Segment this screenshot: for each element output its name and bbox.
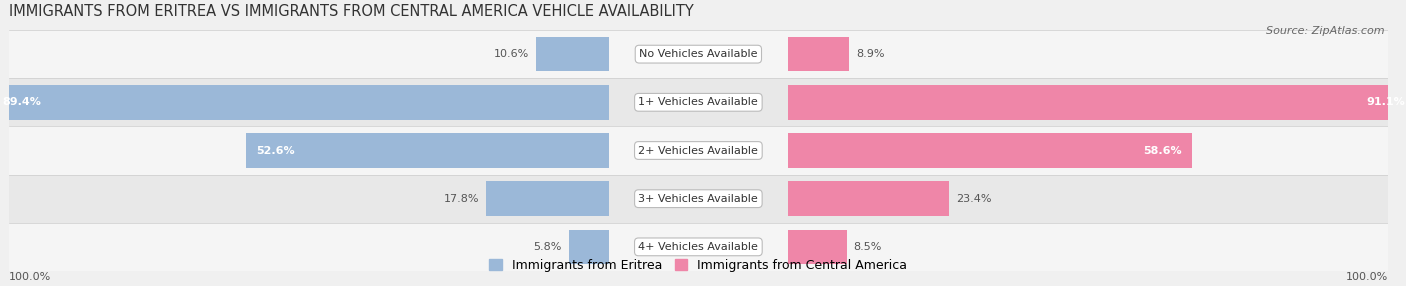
Text: 100.0%: 100.0% (1346, 272, 1388, 282)
Bar (8, 30, 1388, 78)
Text: 91.1%: 91.1% (1367, 97, 1406, 107)
Text: 8.9%: 8.9% (856, 49, 884, 59)
Bar (0, 85, 609, 120)
Bar (787, 133, 1192, 168)
Text: 10.6%: 10.6% (494, 49, 529, 59)
Text: 58.6%: 58.6% (1143, 146, 1181, 156)
Bar (8, 223, 1388, 271)
Text: 1+ Vehicles Available: 1+ Vehicles Available (638, 97, 758, 107)
Bar (246, 133, 609, 168)
Bar (787, 37, 849, 72)
Legend: Immigrants from Eritrea, Immigrants from Central America: Immigrants from Eritrea, Immigrants from… (485, 254, 912, 277)
Text: 17.8%: 17.8% (444, 194, 479, 204)
Text: Source: ZipAtlas.com: Source: ZipAtlas.com (1267, 26, 1385, 36)
Text: 3+ Vehicles Available: 3+ Vehicles Available (638, 194, 758, 204)
Bar (8, 174, 1388, 223)
Text: 4+ Vehicles Available: 4+ Vehicles Available (638, 242, 758, 252)
Text: 100.0%: 100.0% (8, 272, 52, 282)
Text: 8.5%: 8.5% (853, 242, 882, 252)
Bar (787, 181, 949, 216)
Text: 5.8%: 5.8% (533, 242, 562, 252)
Text: 52.6%: 52.6% (256, 146, 295, 156)
Text: IMMIGRANTS FROM ERITREA VS IMMIGRANTS FROM CENTRAL AMERICA VEHICLE AVAILABILITY: IMMIGRANTS FROM ERITREA VS IMMIGRANTS FR… (8, 4, 693, 19)
Bar (787, 230, 846, 264)
Bar (8, 78, 1388, 126)
Text: 23.4%: 23.4% (956, 194, 991, 204)
Bar (536, 37, 609, 72)
Text: No Vehicles Available: No Vehicles Available (640, 49, 758, 59)
Bar (486, 181, 609, 216)
Text: 2+ Vehicles Available: 2+ Vehicles Available (638, 146, 758, 156)
Bar (787, 85, 1406, 120)
Bar (569, 230, 609, 264)
Bar (8, 126, 1388, 174)
Text: 89.4%: 89.4% (3, 97, 42, 107)
